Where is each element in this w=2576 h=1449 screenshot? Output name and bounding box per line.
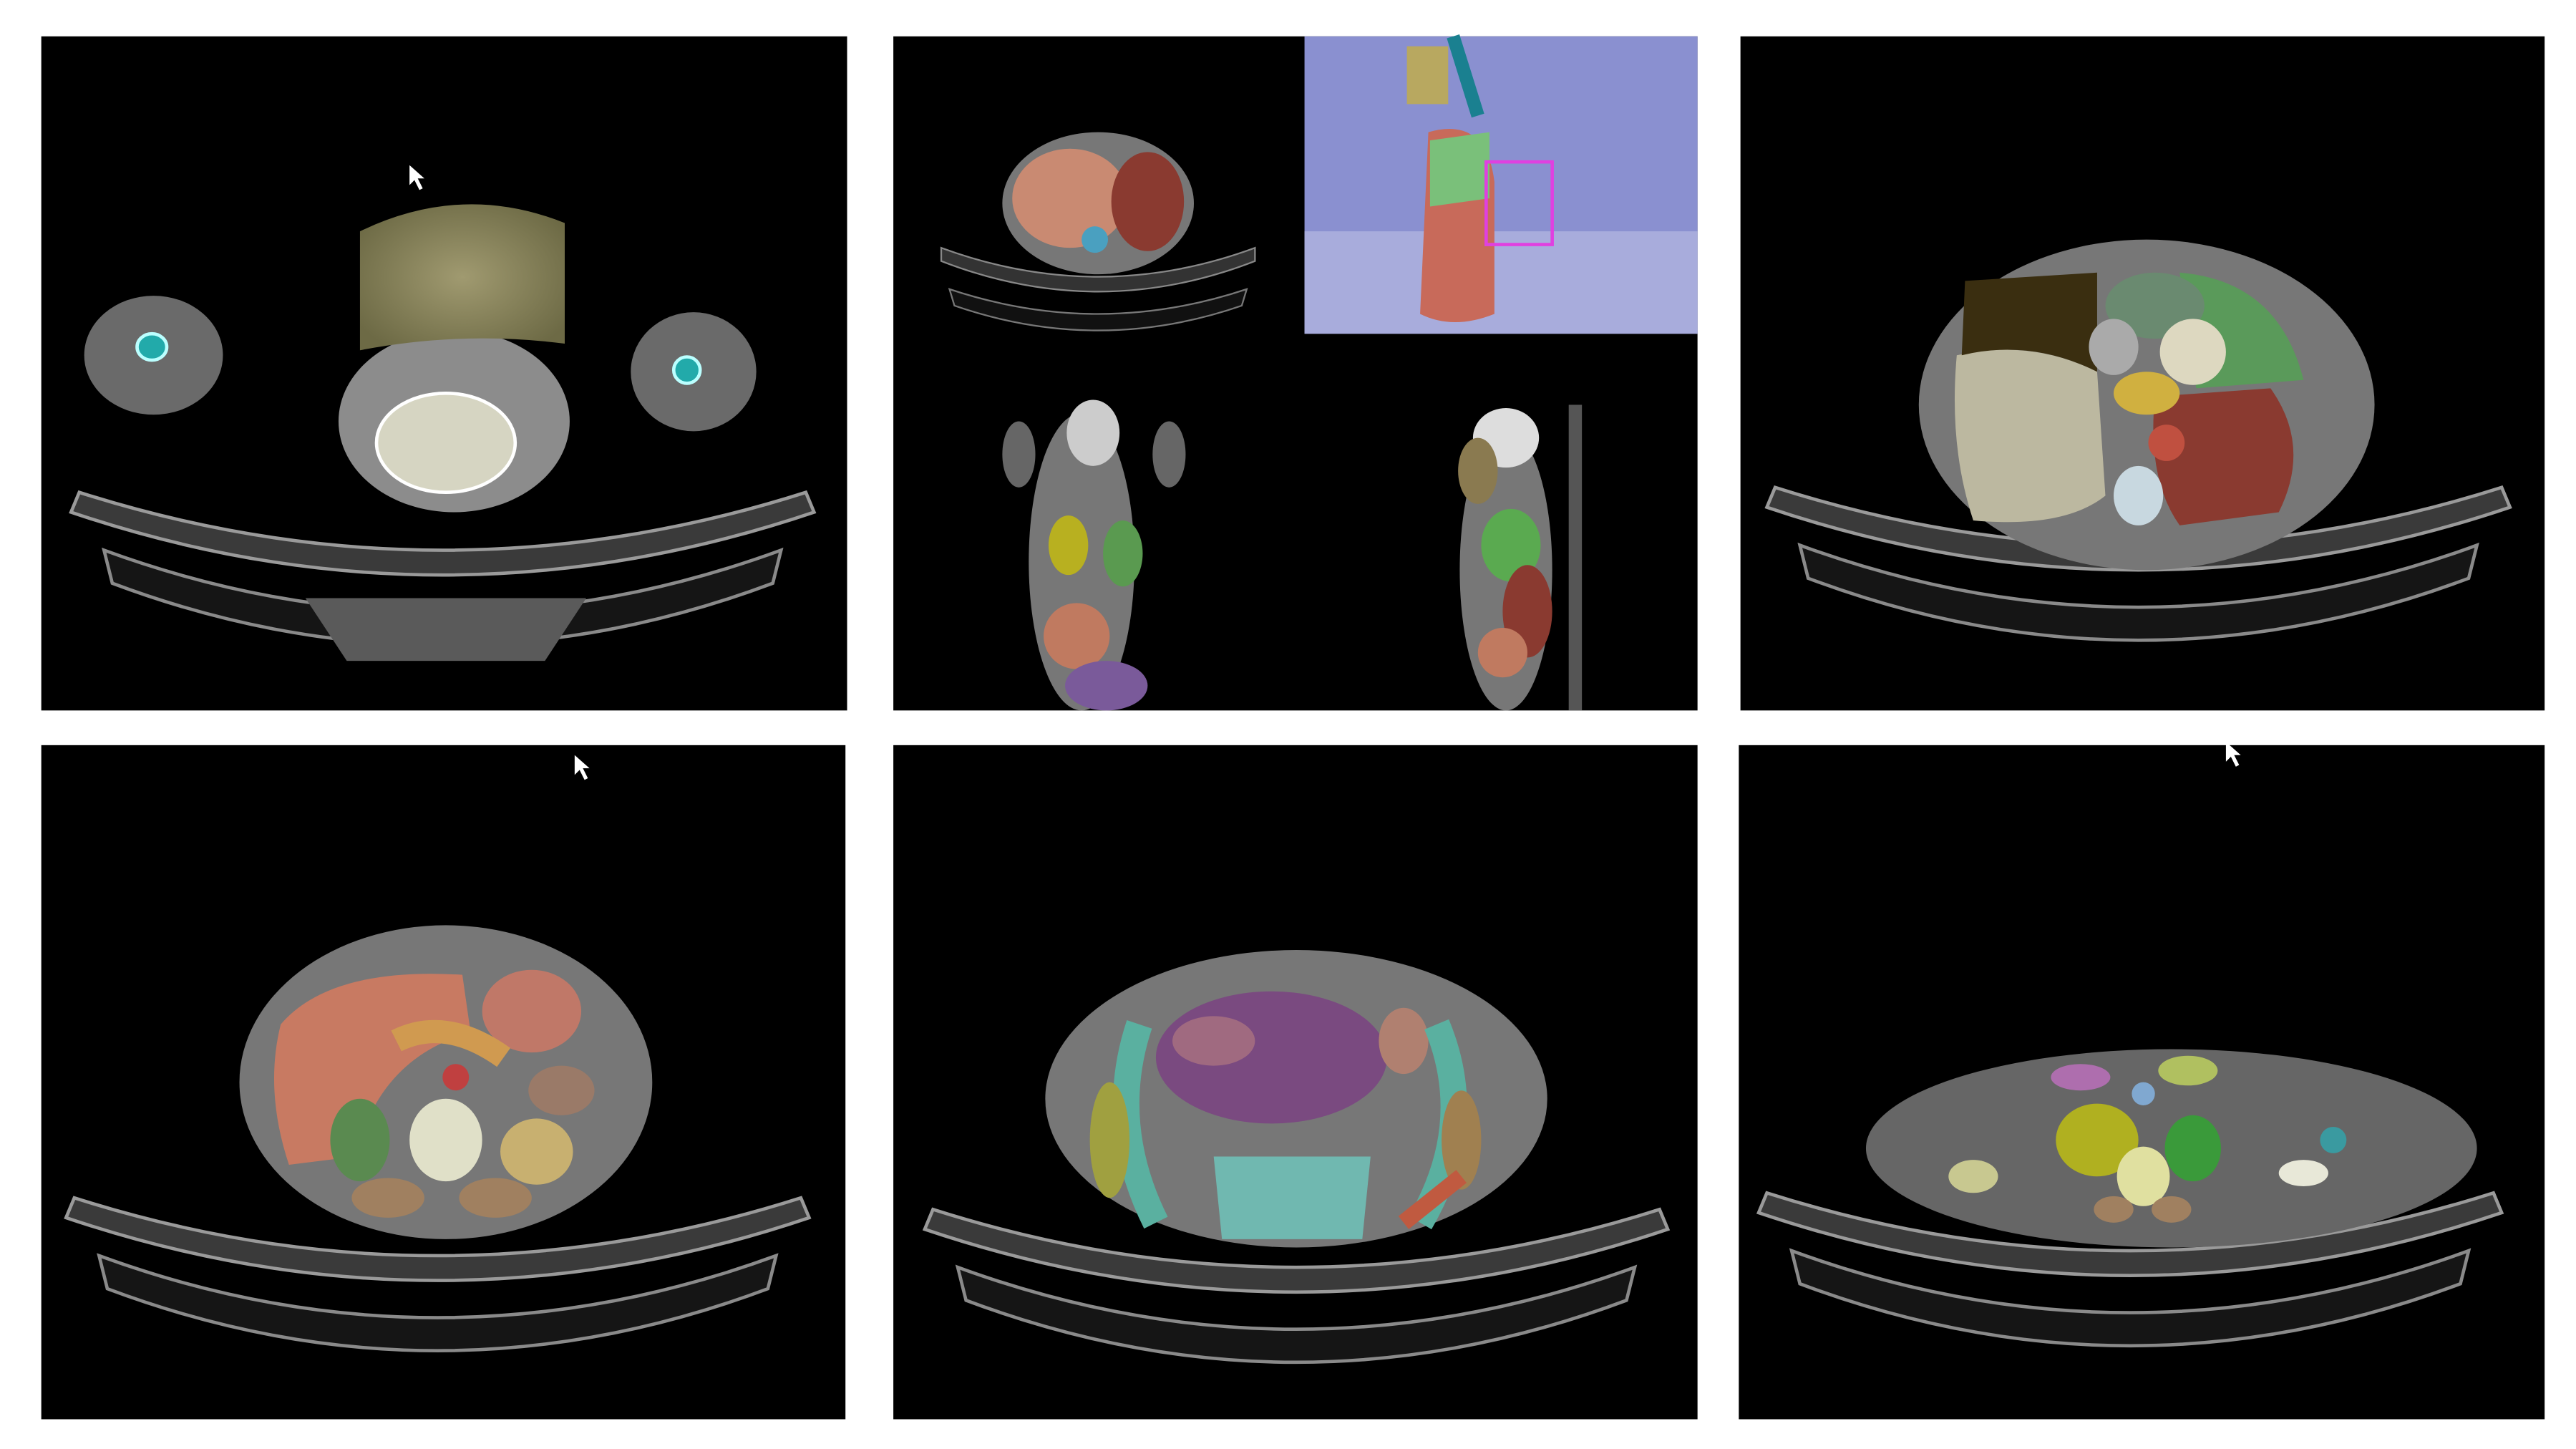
scan-shape [359, 204, 565, 351]
scan-shape [409, 165, 424, 190]
scan-shape [482, 969, 582, 1053]
scan-shape [1398, 1170, 1467, 1229]
scan-shape [1111, 152, 1185, 251]
scan-shape [1458, 437, 1498, 504]
scan-shape [2132, 1082, 2155, 1105]
scan-shape [2051, 1064, 2111, 1091]
scan-shape [574, 755, 590, 780]
scan-shape [1379, 1007, 1429, 1075]
scan-shape [1477, 627, 1528, 678]
scan-shape [374, 391, 517, 495]
scan-shape [2114, 372, 2180, 415]
ct-panel-pelvis [893, 745, 1698, 1420]
scan-shape [1948, 1160, 1998, 1193]
scan-shape [1442, 1090, 1482, 1190]
scan-shape [1002, 421, 1036, 488]
scan-shape [1048, 515, 1089, 576]
scan-shape [1044, 603, 1110, 669]
scan-shape [1429, 132, 1489, 207]
scan-shape [2152, 1196, 2192, 1223]
scan-shape [671, 355, 702, 385]
scan-shape [305, 598, 587, 662]
scan-shape [1484, 160, 1554, 246]
ct-panel-neck [1739, 742, 2545, 1420]
scan-shape [1568, 404, 1583, 711]
scan-shape [135, 331, 169, 362]
scan-shape [1304, 231, 1698, 334]
scan-shape [2148, 425, 2185, 461]
scan-shape [1172, 1016, 1255, 1066]
ct-panel-head [41, 36, 847, 711]
scan-shape [1012, 148, 1128, 248]
ct-panel-abdomen [41, 745, 846, 1420]
scan-shape [1406, 46, 1449, 105]
ct-panel-multiview [893, 34, 1698, 711]
scan-shape [948, 288, 1248, 331]
scan-shape [2153, 388, 2294, 525]
scan-shape [459, 1178, 532, 1218]
scan-shape [1954, 349, 2106, 523]
scan-shape [391, 1019, 511, 1067]
scan-shape [528, 1065, 595, 1115]
scan-shape [1961, 272, 2097, 372]
scan-shape [2159, 319, 2226, 385]
scan-shape [940, 246, 1256, 293]
scan-shape [2089, 319, 2139, 375]
ct-panel-thorax [1740, 36, 2545, 711]
scan-shape [1065, 661, 1148, 711]
scan-shape [1213, 1156, 1371, 1239]
scan-shape [1152, 421, 1186, 488]
scan-shape [2320, 1126, 2347, 1153]
scan-shape [2116, 1146, 2170, 1206]
scan-shape [2164, 1115, 2221, 1182]
scan-shape [2225, 742, 2241, 767]
scan-shape [409, 1098, 482, 1182]
scan-shape [2114, 465, 2164, 525]
scan-shape [1103, 520, 1143, 587]
scan-shape [2094, 1196, 2134, 1223]
scan-shape [1089, 1082, 1130, 1198]
scan-shape [2158, 1055, 2218, 1086]
scan-shape [2056, 1103, 2139, 1177]
scan-shape [1481, 508, 1541, 582]
scan-shape [351, 1178, 424, 1218]
scan-shape [1066, 399, 1120, 466]
scan-shape [442, 1064, 470, 1091]
scan-shape [1082, 226, 1109, 253]
scan-shape [1447, 34, 1484, 118]
scan-shape [2278, 1160, 2328, 1187]
scan-shape [500, 1118, 573, 1185]
scan-shape [330, 1098, 390, 1182]
